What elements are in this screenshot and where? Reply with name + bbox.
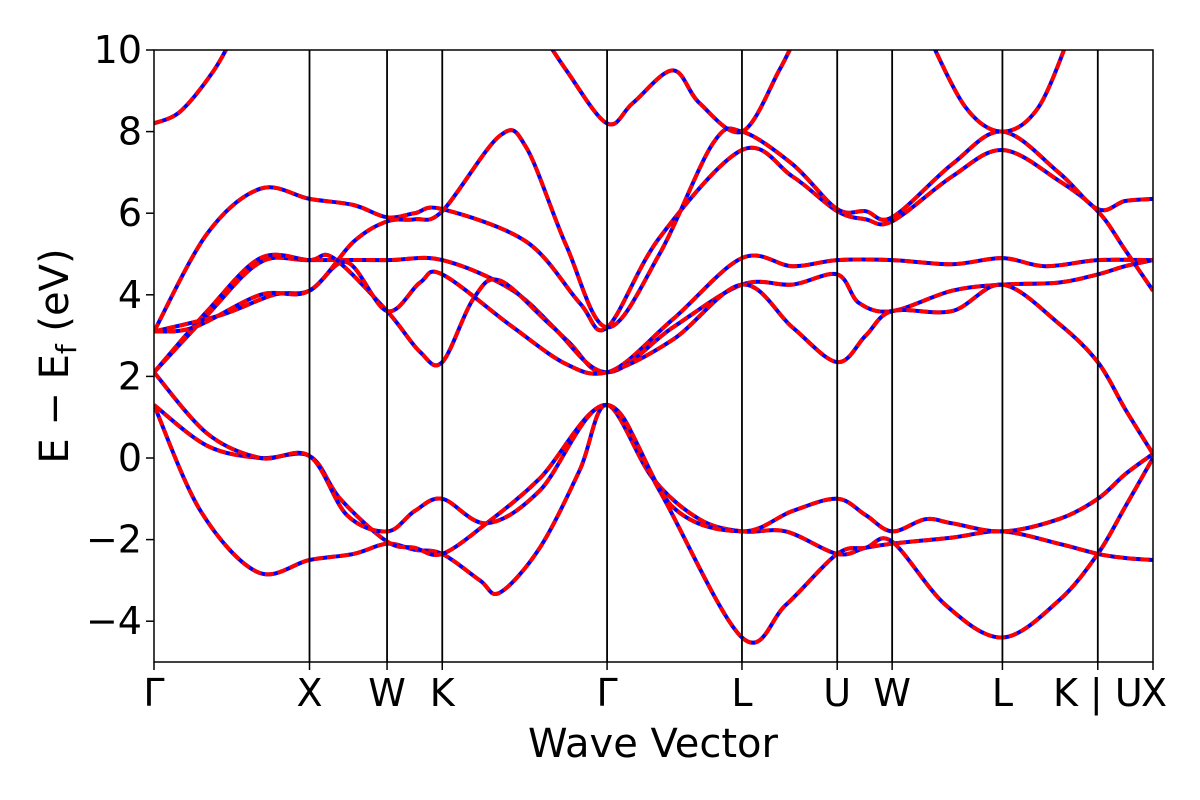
y-tick-label: −2 bbox=[86, 518, 142, 562]
kpoint-label: X bbox=[1141, 671, 1167, 715]
kpoint-label: K | U bbox=[1053, 671, 1143, 716]
band-3-dashed-line bbox=[154, 370, 1153, 534]
band-10-dashed-line bbox=[550, 50, 792, 135]
band-7-dashed-line bbox=[154, 145, 1153, 333]
kpoint-label: W bbox=[368, 671, 406, 715]
kpoint-label: Γ bbox=[143, 671, 164, 715]
y-tick-label: 4 bbox=[118, 273, 142, 317]
y-axis-title-subscript: f bbox=[50, 343, 83, 354]
x-axis-title: Wave Vector bbox=[528, 721, 779, 767]
band-11-base-line bbox=[933, 50, 1067, 134]
kpoint-label: L bbox=[731, 671, 752, 715]
band-9-base-line bbox=[154, 50, 229, 126]
plot-frame bbox=[153, 49, 1154, 663]
kpoint-label: X bbox=[296, 671, 322, 715]
band-9-dashed-line bbox=[154, 50, 229, 126]
y-tick-label: 10 bbox=[94, 28, 142, 72]
high-symmetry-lines bbox=[308, 50, 1099, 662]
y-tick-label: −4 bbox=[86, 599, 142, 643]
kpoint-label: L bbox=[992, 671, 1013, 715]
y-axis-title: E − Ef (eV) bbox=[32, 248, 83, 463]
kpoint-label: W bbox=[873, 671, 911, 715]
y-tick-label: 0 bbox=[118, 436, 142, 480]
y-tick-label: 6 bbox=[118, 191, 142, 235]
band-6-dashed-line bbox=[154, 260, 1153, 455]
y-tick-label: 8 bbox=[118, 110, 142, 154]
y-tick-label: 2 bbox=[118, 354, 142, 398]
bands-group bbox=[154, 50, 1153, 645]
band-10-base-line bbox=[550, 50, 792, 135]
y-axis-title-main: E − E bbox=[32, 354, 78, 464]
kpoint-label: K bbox=[430, 671, 456, 715]
y-axis-title-unit: (eV) bbox=[32, 248, 78, 344]
y-axis: −4 −2 0 2 4 6 8 10 bbox=[86, 28, 154, 643]
kpoint-label: U bbox=[823, 671, 851, 715]
kpoint-label: Γ bbox=[596, 671, 617, 715]
